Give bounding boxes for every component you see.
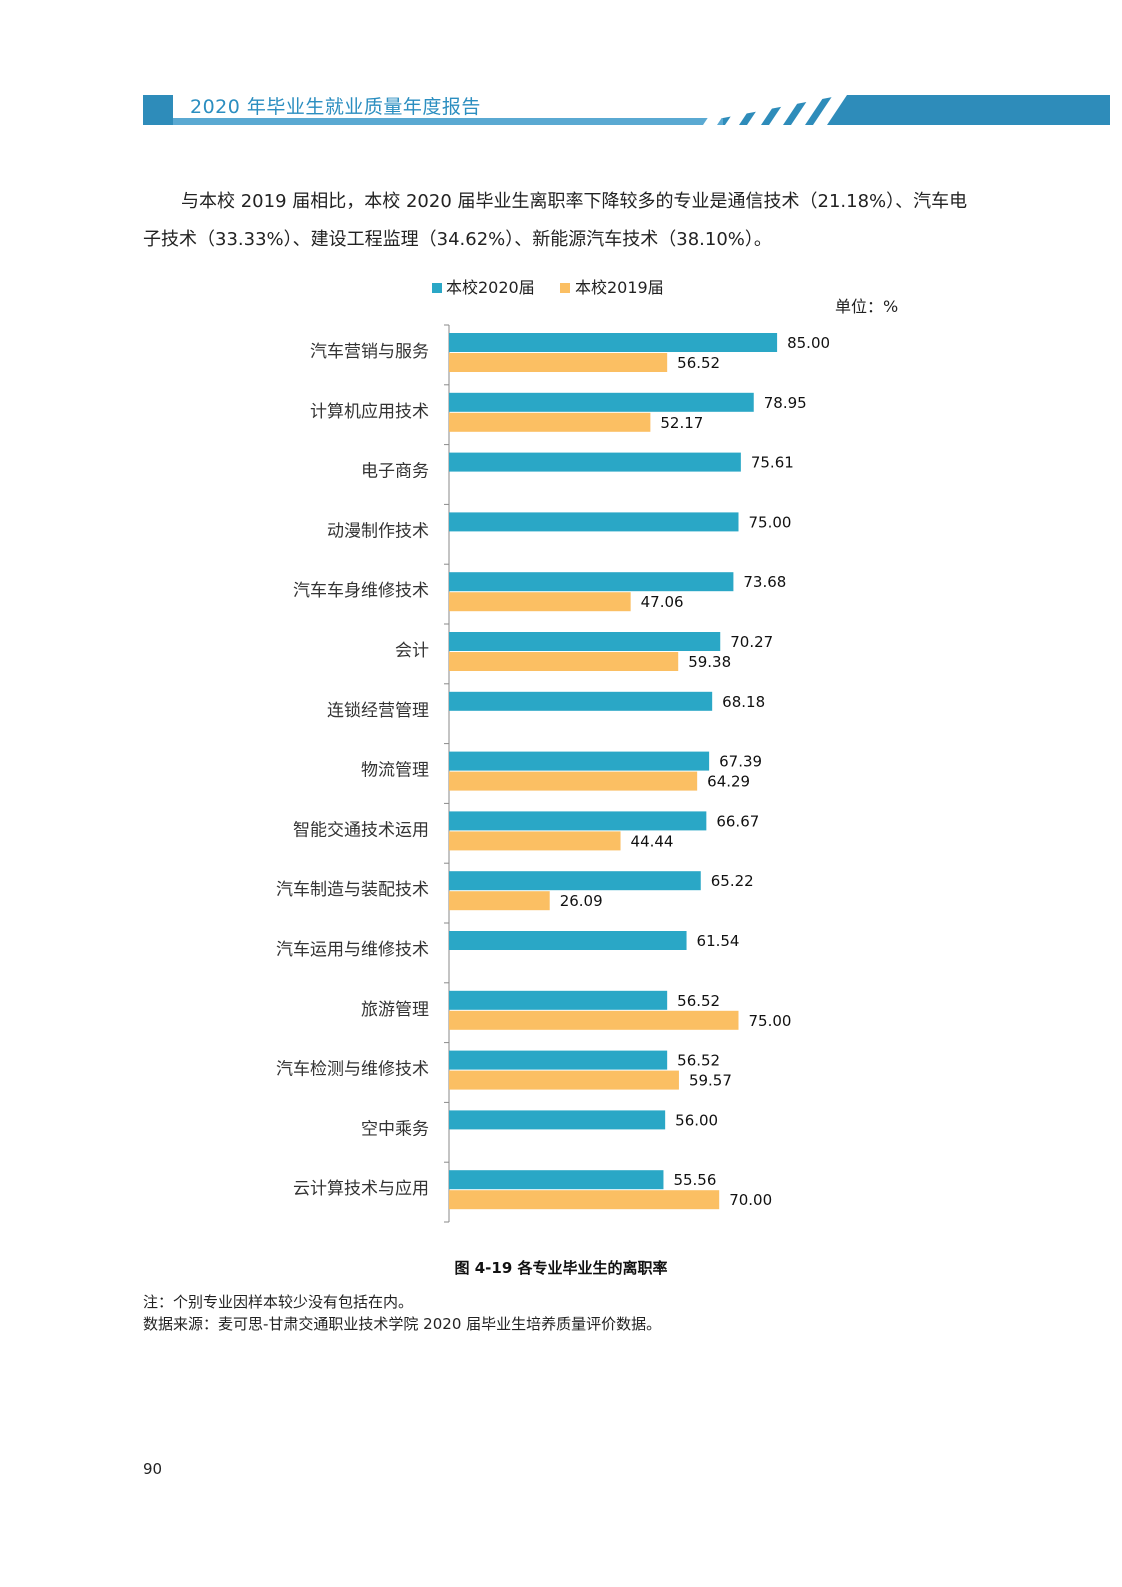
data-label-2020: 70.27: [730, 633, 773, 651]
category-label: 动漫制作技术: [327, 521, 429, 541]
legend-swatch-2019: [560, 283, 570, 293]
data-label-2020: 75.61: [751, 454, 794, 472]
attrition-rate-chart: 本校2020届 本校2019届 单位：% 汽车营销与服务 85.00 56.52 计算…: [276, 278, 898, 1223]
category-label: 汽车运用与维修技术: [276, 940, 429, 960]
category-label: 智能交通技术运用: [293, 820, 429, 840]
source-text: 数据来源：麦可思-甘肃交通职业技术学院 2020 届毕业生培养质量评价数据。: [143, 1315, 662, 1333]
data-label-2019: 59.57: [689, 1072, 732, 1090]
chart-legend: 本校2020届 本校2019届: [432, 278, 664, 297]
bar-2020: [449, 1050, 668, 1070]
report-title: 2020 年毕业生就业质量年度报告: [190, 96, 481, 118]
body-paragraph: 与本校 2019 届相比，本校 2020 届毕业生离职率下降较多的专业是通信技术…: [143, 191, 968, 250]
data-label-2019: 44.44: [631, 832, 674, 850]
note-text: 注：个别专业因样本较少没有包括在内。: [143, 1293, 414, 1311]
data-label-2020: 61.54: [697, 932, 740, 950]
bar-2019: [449, 412, 651, 432]
legend-swatch-2020: [432, 283, 442, 293]
data-label-2020: 65.22: [711, 872, 754, 890]
bar-2019: [449, 891, 550, 911]
category-label: 连锁经营管理: [327, 701, 429, 721]
bar-2020: [449, 392, 754, 412]
data-label-2019: 47.06: [641, 593, 684, 611]
category-label: 云计算技术与应用: [293, 1179, 429, 1199]
data-label-2020: 78.95: [764, 394, 807, 412]
category-label: 计算机应用技术: [310, 402, 429, 422]
bar-2020: [449, 452, 741, 472]
category-label: 汽车营销与服务: [310, 342, 429, 362]
legend-label-2020: 本校2020届: [446, 278, 535, 297]
bar-2020: [449, 751, 710, 771]
header-band: [143, 95, 1110, 125]
bar-2019: [449, 592, 631, 612]
data-label-2019: 52.17: [660, 414, 703, 432]
bar-2020: [449, 632, 721, 651]
data-label-2020: 56.00: [675, 1111, 718, 1129]
bar-2020: [449, 333, 778, 352]
category-label: 电子商务: [361, 462, 429, 482]
data-label-2019: 64.29: [707, 773, 750, 791]
category-label: 空中乘务: [361, 1119, 429, 1139]
bar-2020: [449, 1170, 664, 1190]
page-number: 90: [143, 1460, 163, 1478]
bar-2019: [449, 1190, 720, 1210]
header-bar-light: [173, 118, 733, 125]
data-label-2019: 59.38: [688, 653, 731, 671]
bar-2019: [449, 1010, 739, 1030]
bar-2020: [449, 871, 701, 891]
bar-2020: [449, 811, 707, 831]
bar-2019: [449, 831, 621, 851]
data-label-2020: 66.67: [716, 812, 759, 830]
category-label: 汽车车身维修技术: [293, 581, 429, 601]
unit-label: 单位：%: [835, 297, 898, 316]
bar-2019: [449, 652, 679, 671]
data-label-2020: 56.52: [677, 992, 720, 1010]
category-label: 汽车检测与维修技术: [276, 1060, 429, 1080]
category-label: 旅游管理: [361, 1000, 429, 1020]
bar-2020: [449, 572, 734, 592]
data-label-2019: 26.09: [560, 892, 603, 910]
data-label-2020: 73.68: [743, 573, 786, 591]
category-label: 汽车制造与装配技术: [276, 880, 429, 900]
bar-2019: [449, 353, 668, 372]
data-label-2020: 67.39: [719, 753, 762, 771]
bar-2020: [449, 512, 739, 532]
data-label-2020: 68.18: [722, 693, 765, 711]
figure-caption: 图 4-19 各专业毕业生的离职率: [454, 1259, 668, 1277]
header-left-block: [143, 95, 173, 125]
bar-2020: [449, 1110, 666, 1130]
bar-2019: [449, 1070, 679, 1090]
category-label: 物流管理: [361, 761, 429, 781]
header-stripes: [703, 95, 847, 125]
bar-2020: [449, 691, 713, 711]
plot-area: 汽车营销与服务 85.00 56.52 计算机应用技术 78.95 52.17 电子商务 75…: [276, 324, 830, 1223]
data-label-2020: 56.52: [677, 1052, 720, 1070]
category-label: 会计: [395, 641, 429, 661]
data-label-2020: 75.00: [749, 513, 792, 531]
data-label-2020: 55.56: [673, 1171, 716, 1189]
bar-2019: [449, 771, 698, 791]
data-label-2019: 75.00: [749, 1012, 792, 1030]
data-label-2020: 85.00: [787, 334, 830, 352]
bar-2020: [449, 931, 687, 950]
bar-2020: [449, 990, 668, 1010]
data-label-2019: 56.52: [677, 354, 720, 372]
data-label-2019: 70.00: [729, 1191, 772, 1209]
legend-label-2019: 本校2019届: [575, 278, 664, 297]
